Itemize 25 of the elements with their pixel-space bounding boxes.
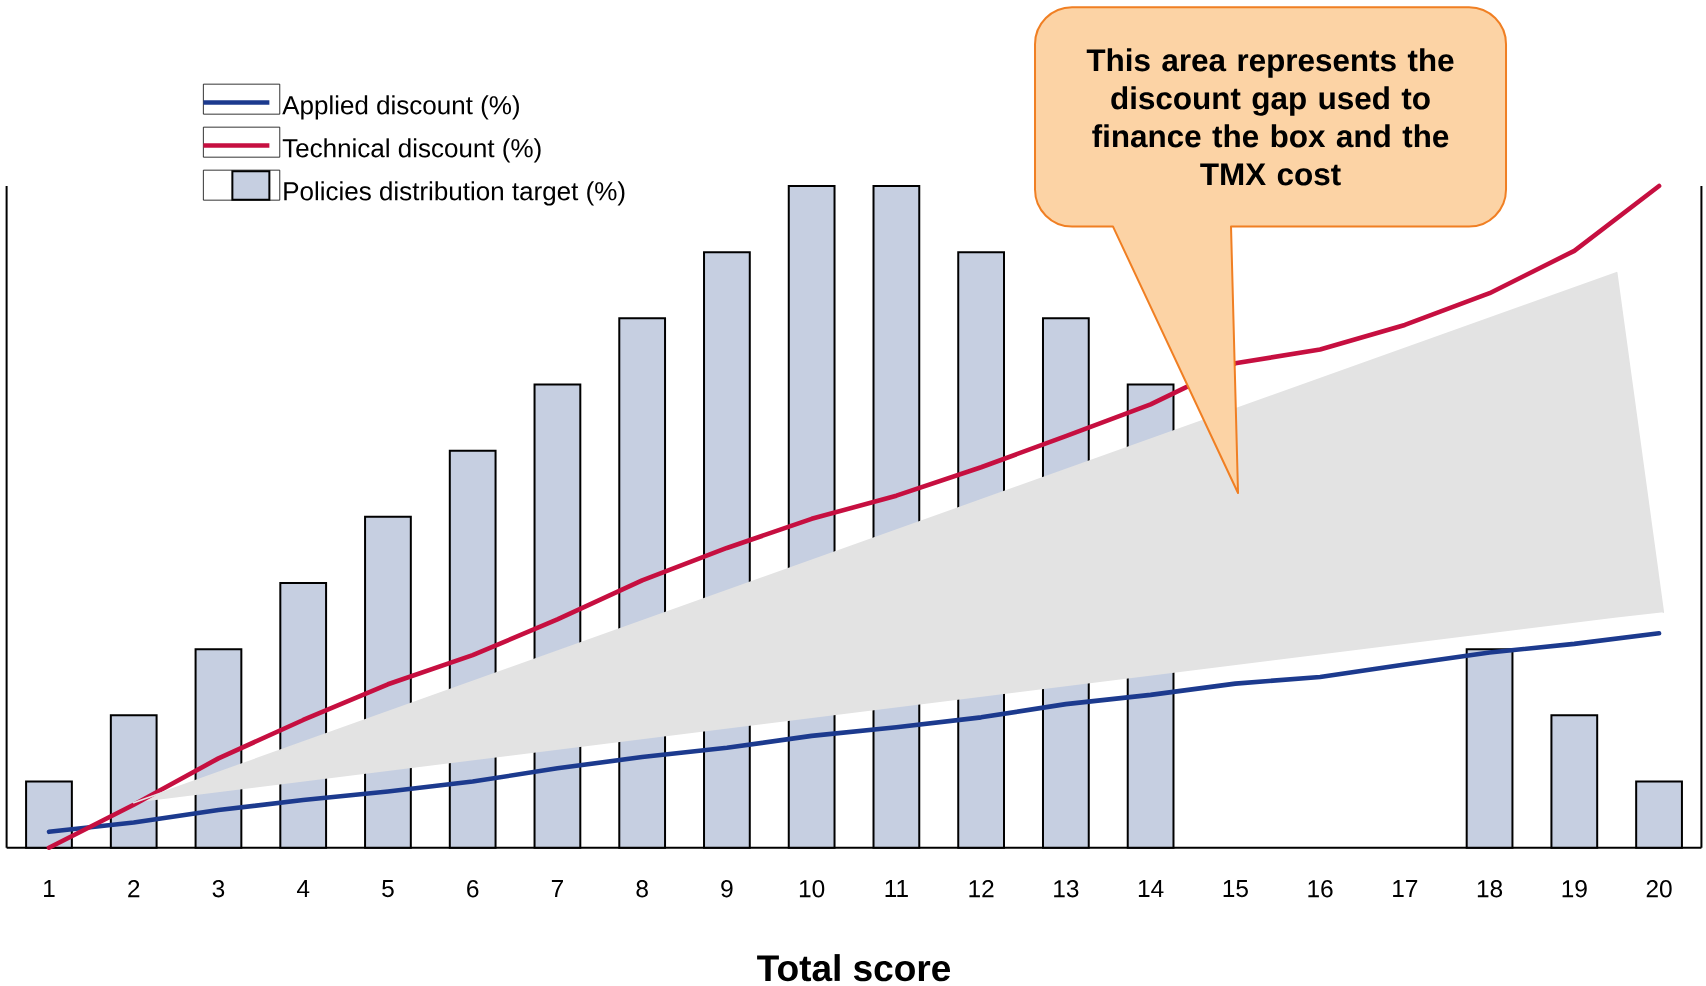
- x-tick-label: 10: [799, 880, 825, 898]
- legend-label: Technical discount (%): [282, 138, 541, 163]
- x-tick-label: 15: [1223, 880, 1248, 898]
- x-tick-label: 13: [1054, 880, 1079, 898]
- x-tick-label: 19: [1562, 880, 1587, 898]
- x-tick-label: 6: [467, 880, 479, 898]
- x-tick-label: 3: [212, 880, 225, 898]
- x-tick-label: 16: [1308, 880, 1333, 898]
- x-tick-label: 9: [721, 880, 733, 898]
- x-tick-label: 7: [551, 880, 563, 897]
- x-tick-label: 1: [44, 880, 55, 897]
- x-tick-label: 5: [382, 880, 394, 898]
- x-tick-label: 11: [885, 880, 908, 897]
- x-tick-label: 20: [1646, 880, 1672, 898]
- legend-label: Policies distribution target (%): [284, 181, 625, 206]
- x-tick-label: 2: [128, 880, 140, 898]
- x-tick-label: 17: [1393, 880, 1418, 897]
- x-axis-title: Total score: [757, 954, 951, 982]
- x-tick-label: 4: [296, 880, 310, 897]
- legend-label: Applied discount (%): [282, 95, 519, 120]
- x-tick-label: 8: [636, 880, 648, 898]
- x-tick-label: 12: [969, 880, 994, 898]
- text: This area represents the discount gap used to finance the box and the TMX cost: [1086, 48, 1454, 186]
- x-tick-label: 18: [1477, 880, 1503, 898]
- x-tick-label: 14: [1138, 880, 1164, 897]
